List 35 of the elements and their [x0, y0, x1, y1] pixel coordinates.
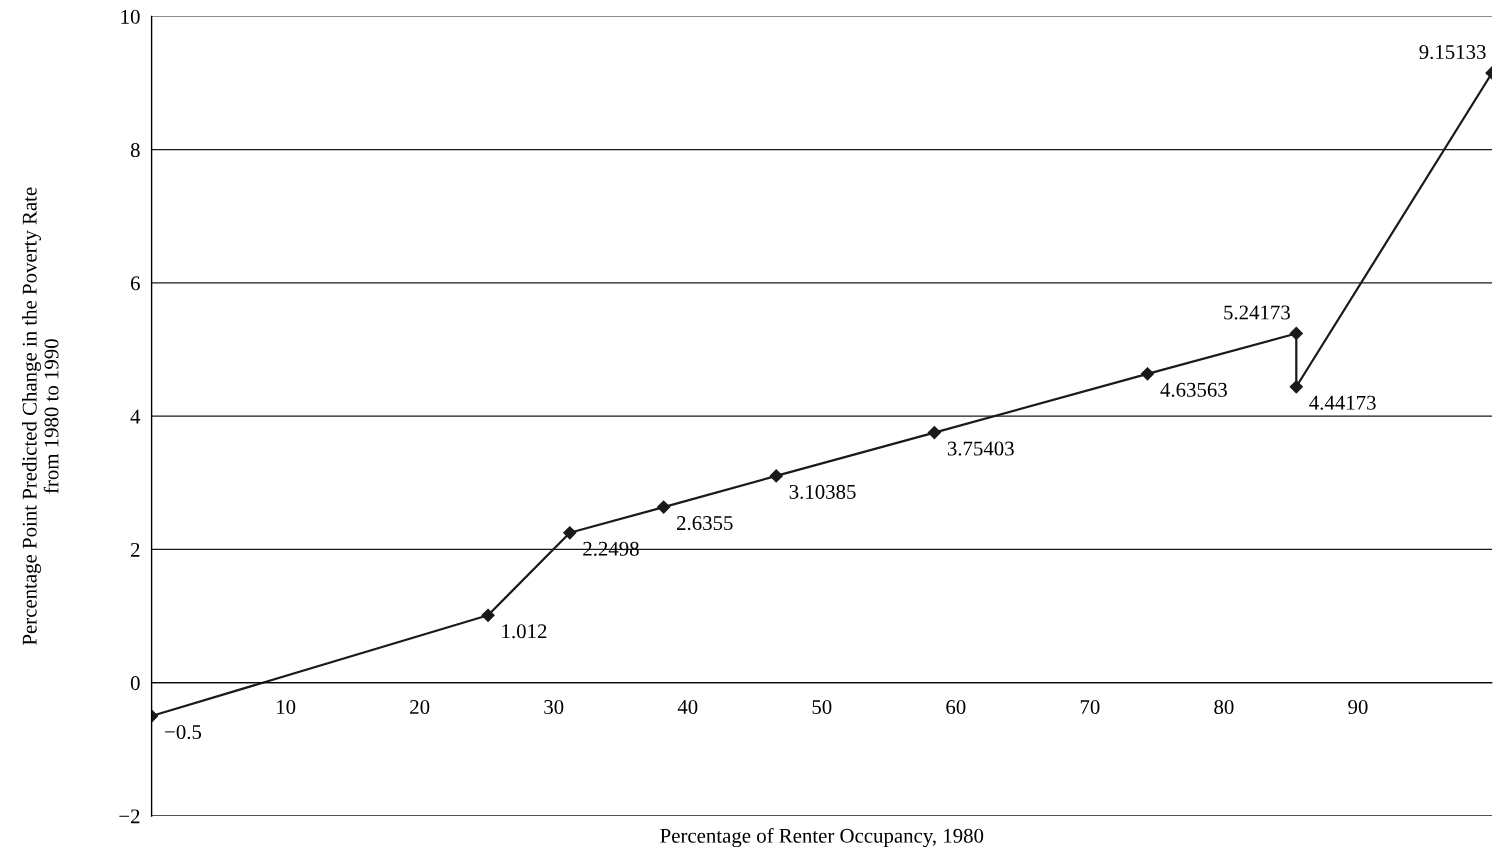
x-tick-label: 30: [544, 699, 564, 715]
data-label: 4.44173: [1309, 395, 1376, 410]
point: [769, 469, 783, 483]
y-tick-label: 0: [130, 676, 140, 691]
point: [927, 425, 941, 440]
y-axis-title: Percentage Point Predicted Change in the Poverty Rate from 1980 to 1990: [22, 187, 59, 645]
data-label: −0.5: [165, 724, 202, 740]
data-label: 9.15133: [1419, 45, 1486, 60]
x-axis-title: Percentage of Renter Occupancy, 1980: [660, 827, 984, 848]
data-label: 2.6355: [677, 516, 733, 531]
x-tick-label: 20: [410, 699, 430, 715]
data-label: 1.012: [502, 624, 547, 639]
data-label: 4.63563: [1160, 382, 1227, 397]
x-tick-label: 50: [812, 699, 832, 715]
y-tick-label: 2: [130, 542, 140, 557]
point: [657, 500, 671, 514]
point: [1140, 367, 1155, 381]
point: [1289, 380, 1303, 394]
y-tick-label: 8: [130, 143, 140, 158]
x-tick-label: 90: [1348, 699, 1368, 715]
x-tick-label: 40: [677, 699, 698, 715]
x-tick-label: 60: [946, 699, 966, 715]
x-tick-label: 80: [1214, 699, 1234, 715]
x-tick-label: 10: [277, 699, 296, 715]
point: [563, 526, 577, 540]
y-tick-label: −2: [119, 809, 140, 824]
y-tick-label: 10: [121, 9, 140, 24]
data-label: 3.10385: [789, 484, 856, 499]
data-label: 3.75403: [947, 441, 1014, 456]
y-tick-label: 4: [130, 409, 141, 424]
x-tick-label: 70: [1080, 699, 1100, 715]
data-label: 5.24173: [1224, 305, 1290, 320]
y-tick-label: 6: [130, 276, 140, 291]
point: [481, 608, 495, 622]
point: [1289, 326, 1303, 341]
